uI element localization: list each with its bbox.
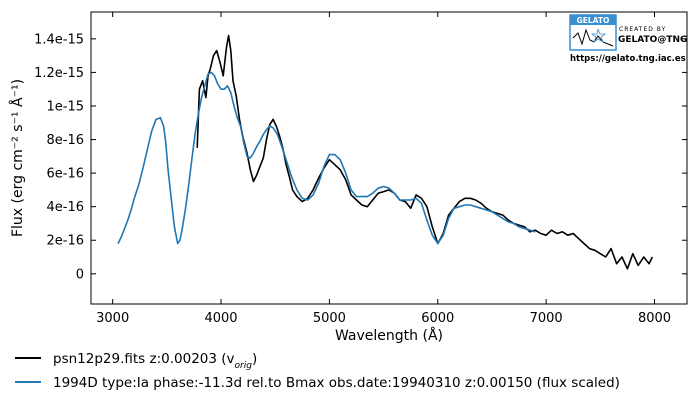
plot-area bbox=[91, 12, 687, 304]
series-layer bbox=[117, 34, 654, 270]
legend-entry-1994d: 1994D type:Ia phase:-11.3d rel.to Bmax o… bbox=[53, 375, 620, 391]
plot-frame bbox=[90, 11, 688, 305]
legend-entry-psn12p29: psn12p29.fits z:0.00203 (vorig) bbox=[53, 351, 257, 371]
legend: psn12p29.fits z:0.00203 (vorig) 1994D ty… bbox=[15, 351, 620, 391]
x-tick-label: 3000 bbox=[96, 311, 129, 326]
logo-spectrum-icon bbox=[572, 28, 614, 47]
y-tick-label: 1.4e-15 bbox=[34, 32, 84, 47]
x-tick-label: 7000 bbox=[530, 311, 563, 326]
y-axis-label: Flux (erg cm⁻² s⁻¹ Å⁻¹) bbox=[9, 79, 26, 237]
y-axis: 0 2e-16 4e-16 6e-16 8e-16 1e-15 1.2e-15 1.4e-15 bbox=[34, 32, 687, 282]
logo-url: https://gelato.tng.iac.es bbox=[570, 54, 686, 64]
y-tick-label: 1.2e-15 bbox=[34, 66, 84, 81]
series-line-1994d bbox=[117, 71, 536, 245]
logo-created-by: CREATED BY bbox=[619, 26, 666, 33]
y-tick-label: 6e-16 bbox=[46, 167, 84, 182]
x-tick-label: 4000 bbox=[204, 311, 237, 326]
y-tick-label: 8e-16 bbox=[46, 133, 84, 148]
logo-badge-text: GELATO bbox=[577, 16, 610, 25]
logo-tng: GELATO@TNG bbox=[618, 35, 687, 45]
x-tick-label: 5000 bbox=[313, 311, 346, 326]
y-tick-label: 2e-16 bbox=[46, 234, 84, 249]
y-tick-label: 1e-15 bbox=[46, 99, 84, 114]
y-tick-label: 4e-16 bbox=[46, 200, 84, 215]
x-tick-label: 6000 bbox=[421, 311, 454, 326]
x-tick-label: 8000 bbox=[638, 311, 671, 326]
logo-star-icon bbox=[590, 28, 607, 44]
x-axis-label: Wavelength (Å) bbox=[335, 327, 443, 344]
gelato-logo: GELATO CREATED BY GELATO@TNG https://gel… bbox=[569, 14, 687, 64]
x-axis: 3000 4000 5000 6000 7000 8000 bbox=[96, 12, 671, 326]
y-tick-label: 0 bbox=[76, 267, 84, 282]
logo-badge bbox=[570, 15, 616, 25]
